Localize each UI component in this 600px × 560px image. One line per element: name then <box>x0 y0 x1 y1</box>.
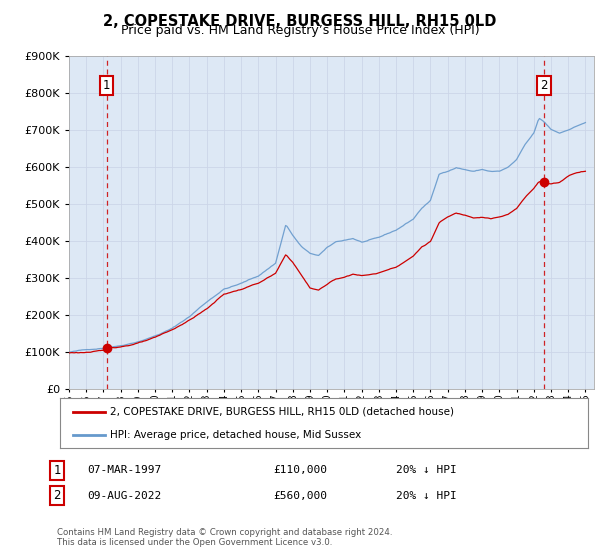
Text: HPI: Average price, detached house, Mid Sussex: HPI: Average price, detached house, Mid … <box>110 431 361 440</box>
Text: Contains HM Land Registry data © Crown copyright and database right 2024.
This d: Contains HM Land Registry data © Crown c… <box>57 528 392 547</box>
Text: Price paid vs. HM Land Registry’s House Price Index (HPI): Price paid vs. HM Land Registry’s House … <box>121 24 479 37</box>
Text: 2: 2 <box>53 489 61 502</box>
Text: 20% ↓ HPI: 20% ↓ HPI <box>396 465 457 475</box>
Text: 20% ↓ HPI: 20% ↓ HPI <box>396 491 457 501</box>
Text: £110,000: £110,000 <box>273 465 327 475</box>
Text: 07-MAR-1997: 07-MAR-1997 <box>87 465 161 475</box>
Text: 2, COPESTAKE DRIVE, BURGESS HILL, RH15 0LD: 2, COPESTAKE DRIVE, BURGESS HILL, RH15 0… <box>103 14 497 29</box>
Text: 09-AUG-2022: 09-AUG-2022 <box>87 491 161 501</box>
Text: 2, COPESTAKE DRIVE, BURGESS HILL, RH15 0LD (detached house): 2, COPESTAKE DRIVE, BURGESS HILL, RH15 0… <box>110 407 454 417</box>
Text: 1: 1 <box>103 79 110 92</box>
Text: 2: 2 <box>541 79 548 92</box>
Text: £560,000: £560,000 <box>273 491 327 501</box>
Text: 1: 1 <box>53 464 61 477</box>
